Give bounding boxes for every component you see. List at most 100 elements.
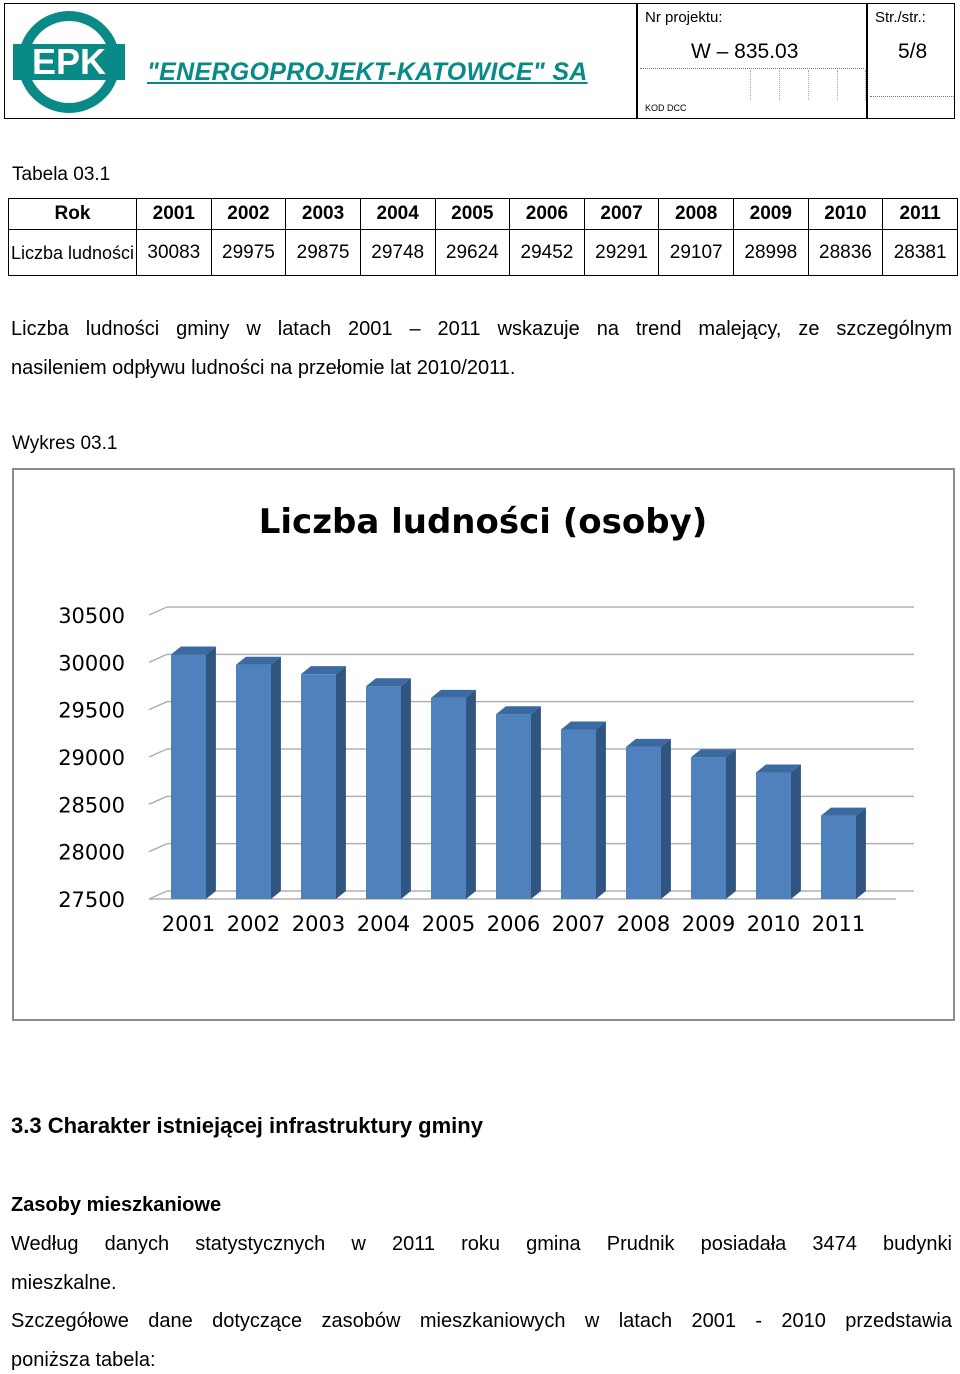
- y-tick-label: 29000: [58, 746, 125, 770]
- row-label: Liczba ludności: [8, 229, 137, 276]
- bar-top: [691, 749, 736, 758]
- gridline: [148, 795, 168, 806]
- bar: [626, 746, 661, 899]
- x-tick-label: 2001: [162, 912, 215, 936]
- gridline: [148, 606, 168, 616]
- x-tick-label: 2011: [812, 912, 865, 936]
- subheading: Zasoby mieszkaniowe: [11, 1194, 222, 1216]
- paragraph-line: nasileniem odpływu ludności na przełomie…: [11, 357, 516, 379]
- bar-side: [856, 807, 866, 899]
- bar-top: [626, 738, 671, 747]
- bar-top: [236, 656, 281, 665]
- logo-text: EPK: [32, 41, 106, 82]
- gridline: [148, 748, 168, 758]
- bar-side: [661, 738, 671, 899]
- bar: [496, 714, 531, 899]
- paragraph-line: poniższa tabela:: [11, 1349, 156, 1371]
- bar-top: [366, 678, 411, 687]
- dcc-code-label: KOD DCC: [645, 103, 687, 113]
- value-cell: 30083: [136, 229, 212, 276]
- bar: [821, 815, 856, 899]
- value-cell: 28381: [882, 229, 958, 276]
- gridline: [148, 653, 168, 664]
- chart-title: Liczba ludności (osoby): [259, 502, 708, 542]
- gridline: [148, 842, 168, 853]
- year-cell: 2002: [210, 198, 287, 230]
- bar-top: [171, 646, 216, 655]
- y-tick-label: 28500: [58, 793, 125, 817]
- paragraph-line: Szczegółowe dane dotyczące zasobów miesz…: [11, 1310, 952, 1332]
- bar-side: [466, 689, 476, 899]
- table-header-cell: Rok: [8, 198, 137, 230]
- bar-side: [401, 678, 411, 899]
- x-tick-label: 2006: [487, 912, 540, 936]
- x-tick-label: 2007: [552, 912, 605, 936]
- year-cell: 2009: [733, 198, 809, 230]
- section-heading: 3.3 Charakter istniejącej infrastruktury…: [11, 1113, 483, 1138]
- bar-side: [531, 706, 541, 899]
- value-cell: 29748: [359, 229, 436, 276]
- bar: [691, 757, 726, 899]
- y-tick-label: 30000: [58, 651, 125, 675]
- bar-side: [596, 721, 606, 899]
- bar-side: [206, 646, 216, 899]
- bar: [561, 729, 596, 899]
- value-cell: 28998: [733, 229, 809, 276]
- chart-svg: Liczba ludności (osoby) 27500 28000 28500 2…: [58, 502, 914, 936]
- bar: [301, 674, 336, 899]
- divider: [636, 4, 638, 118]
- paragraph-line: Według danych statystycznych w 2011 roku…: [11, 1233, 952, 1255]
- x-tick-label: 2005: [422, 912, 475, 936]
- value-cell: 29291: [583, 229, 660, 276]
- year-cell: 2008: [658, 198, 734, 230]
- value-cell: 29452: [509, 229, 585, 276]
- divider: [640, 68, 864, 69]
- table-row: Rok 2001 2002 2003 2004 2005 2006 2007 2…: [8, 198, 958, 230]
- year-cell: 2001: [136, 198, 212, 230]
- bar: [366, 686, 401, 899]
- gridline: [148, 700, 168, 711]
- document-header: EPK "ENERGOPROJEKT-KATOWICE" SA Nr proje…: [4, 3, 955, 119]
- project-number-label: Nr projektu:: [645, 9, 723, 26]
- value-cell: 29875: [285, 229, 361, 276]
- bar-top: [561, 721, 606, 730]
- project-number-value: W – 835.03: [691, 40, 799, 63]
- year-cell: 2004: [359, 198, 436, 230]
- bar-top: [496, 706, 541, 715]
- year-cell: 2010: [807, 198, 884, 230]
- year-cell: 2011: [882, 198, 958, 230]
- bar-side: [336, 666, 346, 899]
- population-table: Rok 2001 2002 2003 2004 2005 2006 2007 2…: [8, 198, 958, 276]
- bar-top: [301, 666, 346, 675]
- y-tick-label: 29500: [58, 699, 125, 723]
- x-tick-label: 2008: [617, 912, 670, 936]
- bar: [171, 654, 206, 899]
- paragraph-line: mieszkalne.: [11, 1272, 117, 1294]
- x-tick-label: 2010: [747, 912, 800, 936]
- divider: [866, 4, 868, 118]
- y-tick-label: 28000: [58, 841, 125, 865]
- divider: [870, 96, 954, 97]
- value-cell: 29624: [434, 229, 511, 276]
- year-cell: 2007: [583, 198, 660, 230]
- bar: [236, 664, 271, 899]
- value-cell: 28836: [807, 229, 884, 276]
- year-cell: 2006: [509, 198, 585, 230]
- y-tick-label: 30500: [58, 604, 125, 628]
- page-label: Str./str.:: [875, 9, 926, 26]
- bar-top: [756, 764, 801, 773]
- bar-side: [791, 764, 801, 899]
- dcc-code-cells: [750, 70, 866, 100]
- x-tick-label: 2009: [682, 912, 735, 936]
- value-cell: 29975: [210, 229, 287, 276]
- x-tick-label: 2002: [227, 912, 280, 936]
- x-tick-label: 2003: [292, 912, 345, 936]
- x-tick-label: 2004: [357, 912, 410, 936]
- table-row: Liczba ludności 30083 29975 29875 29748 …: [8, 229, 958, 276]
- bar: [756, 772, 791, 899]
- year-cell: 2005: [434, 198, 511, 230]
- year-cell: 2003: [285, 198, 361, 230]
- y-tick-label: 27500: [58, 888, 125, 912]
- paragraph-line: Liczba ludności gminy w latach 2001 – 20…: [11, 318, 952, 340]
- bar: [431, 697, 466, 899]
